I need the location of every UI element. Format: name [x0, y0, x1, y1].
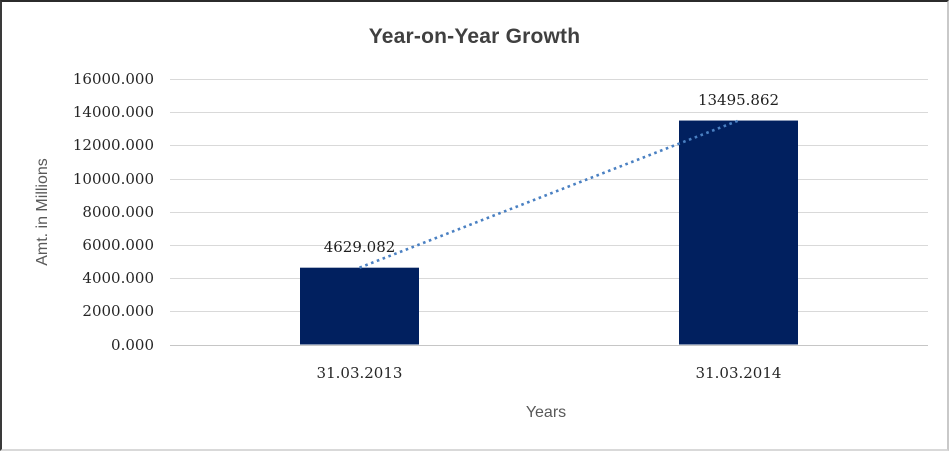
y-tick-label: 8000.000 — [82, 202, 154, 221]
x-axis-title: Years — [525, 404, 567, 421]
x-tick-label: 31.03.2013 — [316, 364, 403, 382]
data-label: 13495.862 — [697, 90, 780, 109]
bar-31.03.2014[interactable] — [679, 120, 798, 345]
y-tick-label: 12000.000 — [72, 136, 154, 155]
y-tick-label: 14000.000 — [72, 103, 154, 122]
y-tick-label: 16000.000 — [72, 70, 154, 88]
data-label: 4629.082 — [323, 237, 396, 256]
y-tick-label: 10000.000 — [72, 169, 154, 188]
y-tick-label: 6000.000 — [82, 235, 154, 254]
y-axis-title: Amt. in Millions — [34, 158, 51, 266]
chart-title: Year-on-Year Growth — [368, 25, 581, 48]
y-tick-label: 2000.000 — [82, 302, 154, 321]
x-tick-label: 31.03.2014 — [695, 364, 782, 382]
bar-31.03.2013[interactable] — [300, 267, 419, 345]
y-tick-label: 0.000 — [111, 335, 154, 354]
y-tick-label: 4000.000 — [82, 269, 154, 288]
